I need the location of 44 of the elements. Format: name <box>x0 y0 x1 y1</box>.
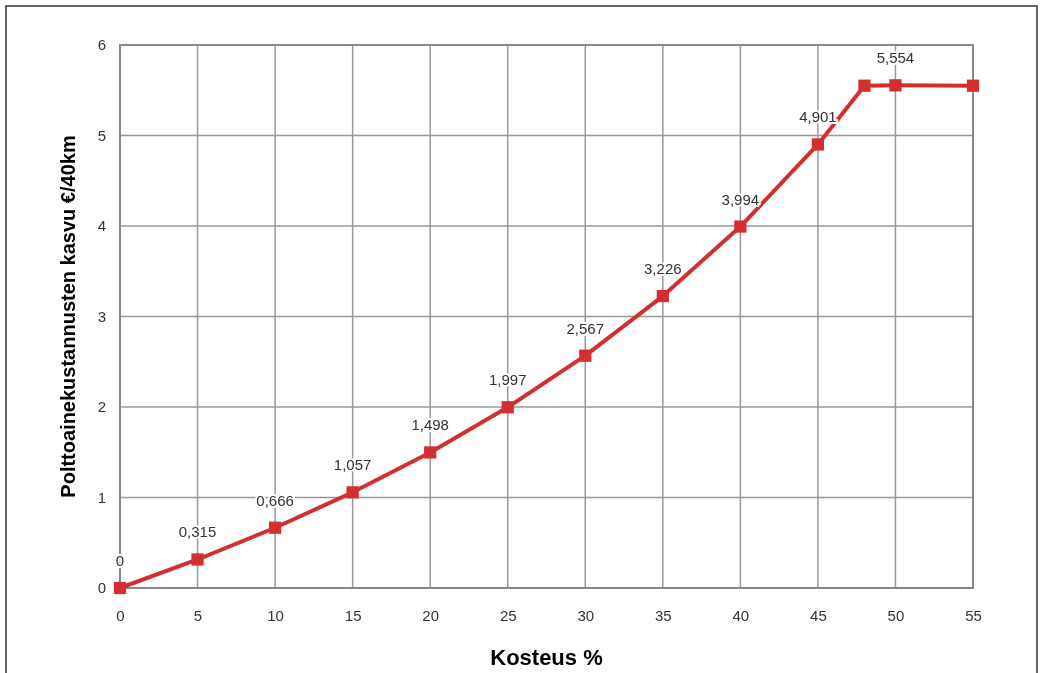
x-tick-label: 40 <box>732 606 750 624</box>
y-tick-label: 0 <box>97 579 106 597</box>
point <box>424 446 437 459</box>
y-axis-title: Polttoainekustannusten kasvu €/40km <box>57 135 79 498</box>
point <box>889 79 902 92</box>
point <box>966 79 980 92</box>
data-label: 5,554 <box>876 49 915 67</box>
x-tick-label: 55 <box>965 606 982 624</box>
point <box>579 349 592 362</box>
x-axis-title: Kosteus % <box>490 645 603 670</box>
point <box>113 581 127 595</box>
y-tick-label: 3 <box>97 307 106 325</box>
x-tick-label: 30 <box>577 606 595 624</box>
y-tick-label: 5 <box>97 126 106 144</box>
data-label: 1,057 <box>333 456 372 474</box>
y-tick-label: 1 <box>97 488 106 506</box>
point <box>501 401 514 414</box>
data-label: 1,498 <box>411 416 449 434</box>
point <box>734 220 747 233</box>
x-tick-label: 50 <box>887 606 905 624</box>
point <box>811 138 825 151</box>
point <box>346 486 359 499</box>
x-tick-label: 35 <box>654 606 672 624</box>
x-tick-label: 0 <box>116 606 125 624</box>
data-label: 3,994 <box>721 190 760 208</box>
data-label: 1,997 <box>488 371 527 389</box>
y-tick-label: 2 <box>97 398 106 416</box>
point <box>858 79 871 92</box>
x-tick-label: 5 <box>193 606 203 624</box>
x-tick-label: 15 <box>344 606 362 624</box>
data-label: 0,666 <box>256 491 294 509</box>
data-label: 2,567 <box>566 319 605 337</box>
point <box>191 553 204 566</box>
point <box>656 289 669 303</box>
x-tick-label: 25 <box>499 606 517 624</box>
data-label: 4,901 <box>799 108 837 126</box>
y-tick-label: 6 <box>97 36 106 54</box>
x-tick-label: 20 <box>422 606 440 624</box>
data-label: 0,315 <box>178 523 217 541</box>
x-tick-label: 45 <box>810 606 827 624</box>
point <box>268 521 282 534</box>
data-label: 3,226 <box>644 260 682 278</box>
y-tick-label: 4 <box>97 217 106 235</box>
x-tick-label: 10 <box>267 606 284 624</box>
